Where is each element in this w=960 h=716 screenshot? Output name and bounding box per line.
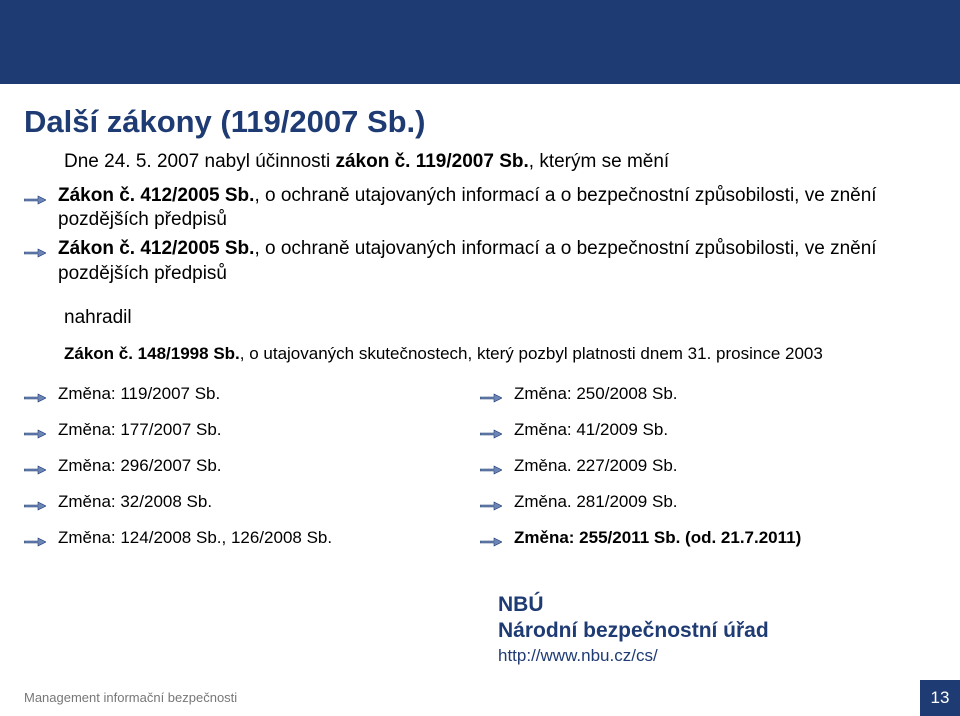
arrow-icon xyxy=(24,531,46,553)
arrow-icon xyxy=(24,495,46,517)
arrow-icon xyxy=(480,459,502,481)
change-text: Změna. 227/2009 Sb. xyxy=(514,455,936,477)
footer-text: Management informační bezpečnosti xyxy=(24,690,237,705)
changes-left-column: Změna: 119/2007 Sb. Změna: 177/2007 Sb. … xyxy=(24,373,480,553)
change-item: Změna: 41/2009 Sb. xyxy=(480,419,936,445)
change-text: Změna: 177/2007 Sb. xyxy=(58,419,480,441)
arrow-icon xyxy=(24,423,46,445)
intro-paragraph: Dne 24. 5. 2007 nabyl účinnosti zákon č.… xyxy=(64,150,936,174)
nbu-link[interactable]: http://www.nbu.cz/cs/ xyxy=(498,645,769,666)
law-ref: Zákon č. 412/2005 Sb. xyxy=(58,238,254,259)
change-item: Změna: 32/2008 Sb. xyxy=(24,491,480,517)
intro-law-ref: zákon č. 119/2007 Sb. xyxy=(335,151,528,172)
change-item: Změna: 119/2007 Sb. xyxy=(24,383,480,409)
change-text: Změna: 124/2008 Sb., 126/2008 Sb. xyxy=(58,527,480,549)
replaced-label: nahradil xyxy=(64,307,936,329)
change-text: Změna: 32/2008 Sb. xyxy=(58,491,480,513)
bullet-text: Zákon č. 412/2005 Sb., o ochraně utajova… xyxy=(58,184,936,233)
change-item: Změna: 177/2007 Sb. xyxy=(24,419,480,445)
arrow-icon xyxy=(480,423,502,445)
nbu-block: NBÚ Národní bezpečnostní úřad http://www… xyxy=(498,592,769,666)
changes-right-column: Změna: 250/2008 Sb. Změna: 41/2009 Sb. Z… xyxy=(480,373,936,553)
change-item: Změna: 255/2011 Sb. (od. 21.7.2011) xyxy=(480,527,936,553)
change-text: Změna: 250/2008 Sb. xyxy=(514,383,936,405)
sub-paragraph: Zákon č. 148/1998 Sb., o utajovaných sku… xyxy=(64,343,936,365)
slide-number: 13 xyxy=(920,680,960,716)
bullet-item: Zákon č. 412/2005 Sb., o ochraně utajova… xyxy=(24,184,936,233)
bullet-text: Zákon č. 412/2005 Sb., o ochraně utajova… xyxy=(58,237,936,286)
arrow-icon xyxy=(480,531,502,553)
change-item: Změna: 250/2008 Sb. xyxy=(480,383,936,409)
arrow-icon xyxy=(24,188,46,213)
change-text: Změna: 296/2007 Sb. xyxy=(58,455,480,477)
change-item: Změna: 124/2008 Sb., 126/2008 Sb. xyxy=(24,527,480,553)
nbu-full: Národní bezpečnostní úřad xyxy=(498,618,769,644)
arrow-icon xyxy=(24,459,46,481)
bullet-list-1: Zákon č. 412/2005 Sb., o ochraně utajova… xyxy=(24,184,936,287)
change-text: Změna: 255/2011 Sb. (od. 21.7.2011) xyxy=(514,527,936,549)
sub-law-desc: , o utajovaných skutečnostech, který poz… xyxy=(240,344,823,363)
change-item: Změna: 296/2007 Sb. xyxy=(24,455,480,481)
header-band xyxy=(0,0,960,84)
change-text: Změna: 41/2009 Sb. xyxy=(514,419,936,441)
nbu-abbr: NBÚ xyxy=(498,592,769,618)
content-area: Dne 24. 5. 2007 nabyl účinnosti zákon č.… xyxy=(24,150,936,553)
change-text: Změna: 119/2007 Sb. xyxy=(58,383,480,405)
intro-text-b: , kterým se mění xyxy=(529,151,669,172)
intro-text-a: Dne 24. 5. 2007 nabyl účinnosti xyxy=(64,151,335,172)
bullet-item: Zákon č. 412/2005 Sb., o ochraně utajova… xyxy=(24,237,936,286)
slide-title: Další zákony (119/2007 Sb.) xyxy=(24,104,426,140)
arrow-icon xyxy=(480,495,502,517)
arrow-icon xyxy=(480,387,502,409)
changes-columns: Změna: 119/2007 Sb. Změna: 177/2007 Sb. … xyxy=(24,373,936,553)
change-text: Změna. 281/2009 Sb. xyxy=(514,491,936,513)
change-item: Změna. 281/2009 Sb. xyxy=(480,491,936,517)
change-item: Změna. 227/2009 Sb. xyxy=(480,455,936,481)
arrow-icon xyxy=(24,241,46,266)
arrow-icon xyxy=(24,387,46,409)
sub-law-ref: Zákon č. 148/1998 Sb. xyxy=(64,344,240,363)
law-ref: Zákon č. 412/2005 Sb. xyxy=(58,185,254,206)
